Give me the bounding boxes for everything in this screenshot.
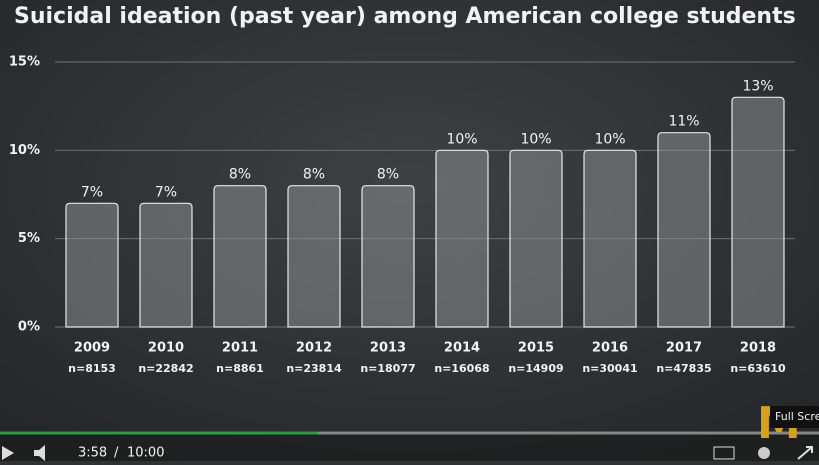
x-tick-label: 2018: [740, 341, 776, 356]
value-label: 10%: [594, 131, 625, 147]
sample-size-label: n=63610: [730, 362, 786, 375]
y-tick-label: 5%: [18, 231, 40, 246]
x-tick-label: 2010: [148, 341, 184, 356]
settings-button[interactable]: [758, 447, 770, 459]
bar: [657, 132, 711, 328]
current-time: 3:58: [78, 446, 107, 461]
y-tick-label: 0%: [18, 320, 40, 335]
plot: 0% 5% 10% 15% 7% 2009 n=8153 7% 2010 n=22842 8% 201…: [9, 55, 795, 375]
sample-size-label: n=14909: [508, 362, 563, 375]
control-bar: [0, 431, 819, 461]
value-label: 13%: [742, 78, 773, 94]
sample-size-label: n=8861: [216, 362, 264, 375]
chart-title: Suicidal ideation (past year) among Amer…: [14, 4, 796, 29]
bar: [213, 185, 267, 328]
bar: [139, 202, 193, 328]
x-tick-label: 2017: [666, 341, 702, 356]
x-tick-label: 2013: [370, 341, 406, 356]
bar: [287, 185, 341, 328]
bar: [731, 96, 785, 328]
x-tick-label: 2014: [444, 341, 480, 356]
sample-size-label: n=16068: [434, 362, 489, 375]
sample-size-label: n=23814: [286, 362, 342, 375]
sample-size-label: n=8153: [68, 362, 116, 375]
x-tick-label: 2012: [296, 341, 332, 356]
fullscreen-button[interactable]: [797, 446, 813, 460]
value-label: 8%: [229, 167, 251, 183]
value-label: 7%: [81, 184, 103, 200]
sample-size-label: n=22842: [138, 362, 193, 375]
bar: [583, 149, 637, 328]
value-label: 11%: [668, 114, 699, 130]
bar: [65, 202, 119, 328]
duration: 10:00: [127, 446, 164, 461]
value-label: 8%: [377, 167, 399, 183]
captions-button[interactable]: [713, 446, 735, 460]
time-separator: /: [114, 446, 119, 461]
value-label: 8%: [303, 167, 325, 183]
tooltip: [770, 406, 819, 428]
volume-button[interactable]: [34, 445, 45, 461]
bar: [509, 149, 563, 328]
sample-size-label: n=18077: [360, 362, 415, 375]
bar: [361, 185, 415, 328]
bar: [435, 149, 489, 328]
value-label: 10%: [446, 131, 477, 147]
x-tick-label: 2011: [222, 341, 258, 356]
x-tick-label: 2016: [592, 341, 628, 356]
value-label: 10%: [520, 131, 551, 147]
sample-size-label: n=30041: [582, 362, 637, 375]
x-tick-label: 2009: [74, 341, 110, 356]
value-label: 7%: [155, 184, 177, 200]
tooltip-text: Full Scre: [775, 410, 819, 423]
x-tick-label: 2015: [518, 341, 554, 356]
play-button[interactable]: [2, 446, 14, 460]
sample-size-label: n=47835: [656, 362, 711, 375]
y-tick-label: 15%: [9, 55, 40, 70]
y-tick-label: 10%: [9, 143, 40, 158]
